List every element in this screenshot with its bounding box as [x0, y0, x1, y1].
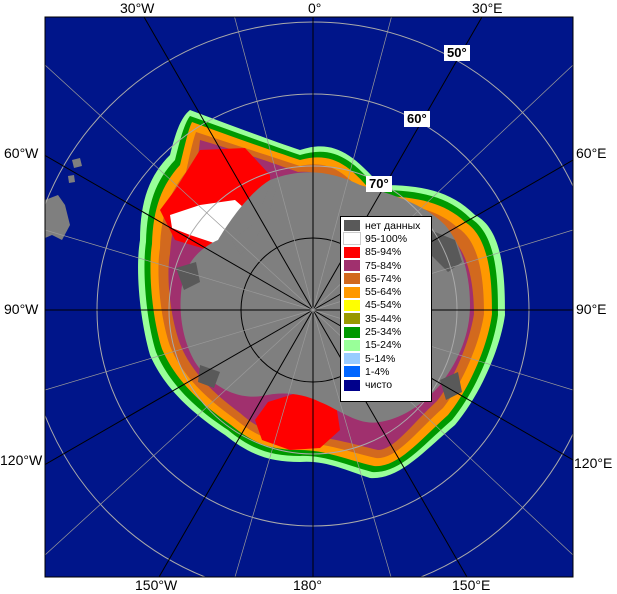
legend-label: 1-4% — [365, 365, 390, 378]
label-120e-right: 120°E — [574, 455, 613, 471]
legend-swatch — [344, 379, 360, 391]
label-150e-bottom: 150°E — [452, 577, 491, 593]
legend: нет данных 95-100% 85-94% 75-84% 65-74% 55-64… — [340, 216, 432, 402]
meridian-minor — [234, 309, 314, 577]
latitude-label-50: 50° — [444, 45, 470, 61]
meridian-minor — [45, 309, 314, 391]
legend-swatch — [344, 273, 360, 285]
legend-label: 55-64% — [365, 286, 402, 299]
minor-meridian-lines — [45, 17, 573, 577]
no-data-patch-west — [176, 262, 220, 388]
label-30w-top: 30°W — [120, 0, 155, 16]
legend-item: 65-74% — [344, 272, 428, 285]
legend-label: 65-74% — [365, 272, 402, 285]
meridian-60w — [45, 154, 314, 311]
legend-label: 5-14% — [365, 352, 396, 365]
legend-swatch — [344, 339, 360, 351]
legend-swatch — [344, 220, 360, 232]
legend-swatch — [344, 299, 360, 311]
legend-label: 15-24% — [365, 339, 402, 352]
meridian-120w — [45, 309, 314, 466]
legend-swatch — [344, 326, 360, 338]
legend-item: 35-44% — [344, 312, 428, 325]
meridian-minor — [45, 229, 314, 311]
legend-item: 25-34% — [344, 325, 428, 338]
latitude-label-70: 70° — [366, 176, 392, 192]
legend-item: 15-24% — [344, 339, 428, 352]
label-90w-left: 90°W — [4, 301, 39, 317]
legend-swatch — [343, 232, 361, 246]
meridian-minor — [45, 309, 314, 556]
meridian-minor — [312, 17, 392, 311]
label-60w-left: 60°W — [4, 145, 39, 161]
legend-label: 45-54% — [365, 299, 402, 312]
label-150w-bottom: 150°W — [135, 577, 178, 593]
legend-swatch — [344, 313, 360, 325]
legend-swatch — [344, 353, 360, 365]
legend-label: нет данных — [365, 219, 421, 232]
map-frame — [44, 16, 574, 578]
legend-item: нет данных — [344, 219, 428, 232]
south-america-landmass — [45, 195, 70, 240]
legend-swatch — [344, 246, 360, 258]
label-90e-right: 90°E — [576, 301, 607, 317]
legend-label: чисто — [365, 379, 393, 392]
legend-label: 25-34% — [365, 326, 402, 339]
legend-item: 45-54% — [344, 299, 428, 312]
legend-label: 85-94% — [365, 246, 402, 259]
meridian-minor — [312, 309, 392, 577]
label-180-bottom: 180° — [293, 577, 322, 593]
legend-item: 5-14% — [344, 352, 428, 365]
label-0-top: 0° — [308, 0, 322, 16]
legend-swatch — [344, 286, 360, 298]
meridian-30w — [143, 17, 314, 311]
meridian-minor — [234, 17, 314, 311]
legend-item: 75-84% — [344, 259, 428, 272]
legend-item: 95-100% — [343, 232, 428, 246]
label-120w-left: 120°W — [0, 452, 43, 468]
legend-item: 1-4% — [344, 365, 428, 378]
label-30e-top: 30°E — [472, 0, 503, 16]
falkland-islands — [68, 158, 82, 183]
meridian-150w — [158, 309, 314, 577]
legend-label: 35-44% — [365, 312, 402, 325]
antarctic-peninsula — [232, 185, 276, 255]
latitude-label-60: 60° — [404, 111, 430, 127]
legend-label: 75-84% — [365, 259, 402, 272]
legend-item: 85-94% — [344, 246, 428, 259]
no-data-patch-east — [430, 230, 462, 400]
legend-label: 95-100% — [365, 232, 408, 245]
legend-item: чисто — [344, 379, 428, 392]
legend-swatch — [344, 366, 360, 378]
legend-item: 55-64% — [344, 285, 428, 298]
label-60e-right: 60°E — [576, 145, 607, 161]
legend-swatch — [344, 260, 360, 272]
meridian-minor — [45, 64, 314, 311]
